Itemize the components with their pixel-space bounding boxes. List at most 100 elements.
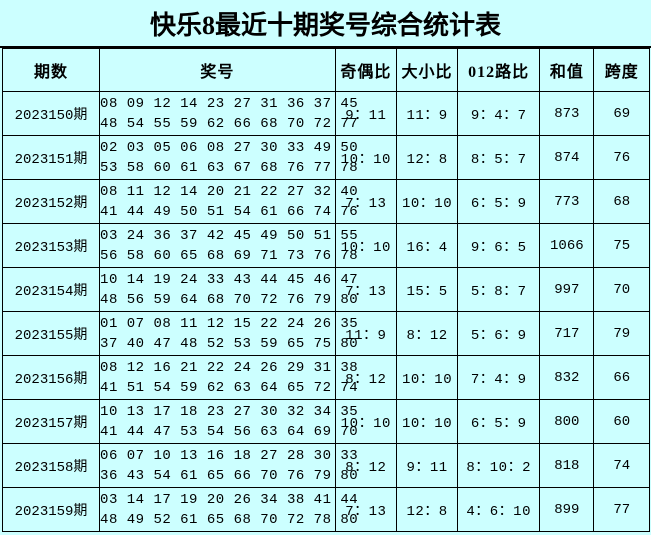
table-body: 2023150期 08 09 12 14 23 27 31 36 37 45 48 … [1,91,650,532]
balls-line-2: 41 44 47 53 54 56 63 64 69 70 [100,423,359,440]
cell-road-012-ratio: 9：4：7 [457,91,541,136]
column-header-balls: 奖号 [99,48,336,92]
cell-big-small-ratio: 10：10 [395,355,459,400]
cell-road-012-ratio: 8：10：2 [457,443,541,488]
table-row: 2023150期 08 09 12 14 23 27 31 36 37 45 48 … [1,91,650,136]
cell-big-small-ratio: 9：11 [395,443,459,488]
table-row: 2023155期 01 07 08 11 12 15 22 24 26 35 37 … [1,311,650,356]
cell-odd-even-ratio: 11：9 [334,311,397,356]
column-header-big-small-ratio: 大小比 [395,48,459,92]
balls-line-1: 10 14 19 24 33 43 44 45 46 47 [100,271,359,288]
cell-span: 75 [593,223,650,268]
balls-line-1: 03 24 36 37 42 45 49 50 51 55 [100,227,359,244]
balls-line-2: 36 43 54 61 65 66 70 76 79 80 [100,467,359,484]
cell-issue: 2023156期 [1,355,101,400]
cell-issue: 2023153期 [1,223,101,268]
cell-road-012-ratio: 7：4：9 [457,355,541,400]
cell-span: 68 [593,179,650,224]
cell-issue: 2023151期 [1,135,101,180]
cell-odd-even-ratio: 7：13 [334,487,397,532]
balls-line-2: 48 49 52 61 65 68 70 72 78 80 [100,511,359,528]
table-row: 2023156期 08 12 16 21 22 24 26 29 31 38 41 … [1,355,650,400]
cell-issue: 2023159期 [1,487,101,532]
table-row: 2023153期 03 24 36 37 42 45 49 50 51 55 56 … [1,223,650,268]
table-row: 2023154期 10 14 19 24 33 43 44 45 46 47 48 … [1,267,650,312]
table-row: 2023157期 10 13 17 18 23 27 30 32 34 35 41 … [1,399,650,444]
balls-line-2: 41 51 54 59 62 63 64 65 72 74 [100,379,359,396]
cell-issue: 2023154期 [1,267,101,312]
cell-big-small-ratio: 15：5 [395,267,459,312]
balls-line-1: 08 11 12 14 20 21 22 27 32 40 [100,183,359,200]
cell-odd-even-ratio: 8：12 [334,355,397,400]
cell-balls: 08 09 12 14 23 27 31 36 37 45 48 54 55 59… [99,91,359,136]
page-title: 快乐8最近十期奖号综合统计表 [149,10,501,40]
cell-issue: 2023150期 [1,91,101,136]
cell-span: 79 [593,311,650,356]
cell-big-small-ratio: 8：12 [395,311,459,356]
cell-balls: 10 14 19 24 33 43 44 45 46 47 48 56 59 64… [99,267,359,312]
balls-line-2: 56 58 60 65 68 69 71 73 76 78 [100,247,359,264]
cell-span: 60 [593,399,650,444]
cell-span: 77 [593,487,650,532]
page-title-bar: 快乐8最近十期奖号综合统计表 [0,0,651,48]
cell-issue: 2023157期 [1,399,101,444]
cell-span: 76 [593,135,650,180]
balls-line-1: 02 03 05 06 08 27 30 33 49 50 [100,139,359,156]
table-header: 期数 奖号 奇偶比 大小比 012路比 和值 跨度 [1,48,650,92]
column-header-odd-even-ratio: 奇偶比 [334,48,397,92]
cell-issue: 2023158期 [1,443,101,488]
cell-issue: 2023152期 [1,179,101,224]
cell-sum: 832 [539,355,595,400]
cell-sum: 800 [539,399,595,444]
balls-line-2: 48 56 59 64 68 70 72 76 79 80 [100,291,359,308]
cell-odd-even-ratio: 9：11 [334,91,397,136]
cell-sum: 818 [539,443,595,488]
cell-odd-even-ratio: 7：13 [334,267,397,312]
column-header-road-012-ratio: 012路比 [457,48,541,92]
cell-road-012-ratio: 6：5：9 [457,399,541,444]
cell-big-small-ratio: 12：8 [395,135,459,180]
cell-balls: 03 24 36 37 42 45 49 50 51 55 56 58 60 65… [99,223,359,268]
cell-sum: 1066 [539,223,595,268]
cell-balls: 08 12 16 21 22 24 26 29 31 38 41 51 54 59… [99,355,359,400]
balls-line-2: 37 40 47 48 52 53 59 65 75 80 [100,335,359,352]
lottery-statistics-table: 期数 奖号 奇偶比 大小比 012路比 和值 跨度 2023150期 08 09 … [1,48,650,532]
balls-line-1: 06 07 10 13 16 18 27 28 30 33 [100,447,359,464]
balls-line-2: 48 54 55 59 62 66 68 70 72 77 [100,115,359,132]
cell-big-small-ratio: 16：4 [395,223,459,268]
cell-balls: 08 11 12 14 20 21 22 27 32 40 41 44 49 50… [99,179,359,224]
cell-road-012-ratio: 5：6：9 [457,311,541,356]
table-row: 2023158期 06 07 10 13 16 18 27 28 30 33 36 … [1,443,650,488]
cell-span: 69 [593,91,650,136]
balls-line-2: 53 58 60 61 63 67 68 76 77 78 [100,159,359,176]
column-header-span: 跨度 [593,48,650,92]
cell-big-small-ratio: 10：10 [395,179,459,224]
cell-balls: 03 14 17 19 20 26 34 38 41 44 48 49 52 61… [99,487,359,532]
cell-sum: 773 [539,179,595,224]
cell-road-012-ratio: 8：5：7 [457,135,541,180]
cell-balls: 01 07 08 11 12 15 22 24 26 35 37 40 47 48… [99,311,359,356]
cell-span: 70 [593,267,650,312]
cell-big-small-ratio: 10：10 [395,399,459,444]
cell-sum: 873 [539,91,595,136]
balls-line-1: 08 12 16 21 22 24 26 29 31 38 [100,359,359,376]
table-row: 2023152期 08 11 12 14 20 21 22 27 32 40 41 … [1,179,650,224]
cell-big-small-ratio: 11：9 [395,91,459,136]
cell-balls: 02 03 05 06 08 27 30 33 49 50 53 58 60 61… [99,135,359,180]
cell-sum: 874 [539,135,595,180]
cell-span: 66 [593,355,650,400]
column-header-issue: 期数 [1,48,101,92]
balls-line-1: 03 14 17 19 20 26 34 38 41 44 [100,491,359,508]
cell-road-012-ratio: 6：5：9 [457,179,541,224]
balls-line-1: 10 13 17 18 23 27 30 32 34 35 [100,403,359,420]
cell-big-small-ratio: 12：8 [395,487,459,532]
cell-sum: 997 [539,267,595,312]
cell-sum: 717 [539,311,595,356]
cell-balls: 10 13 17 18 23 27 30 32 34 35 41 44 47 53… [99,399,359,444]
cell-span: 74 [593,443,650,488]
balls-line-2: 41 44 49 50 51 54 61 66 74 76 [100,203,359,220]
cell-road-012-ratio: 5：8：7 [457,267,541,312]
balls-line-1: 08 09 12 14 23 27 31 36 37 45 [100,95,359,112]
cell-road-012-ratio: 4：6：10 [457,487,541,532]
